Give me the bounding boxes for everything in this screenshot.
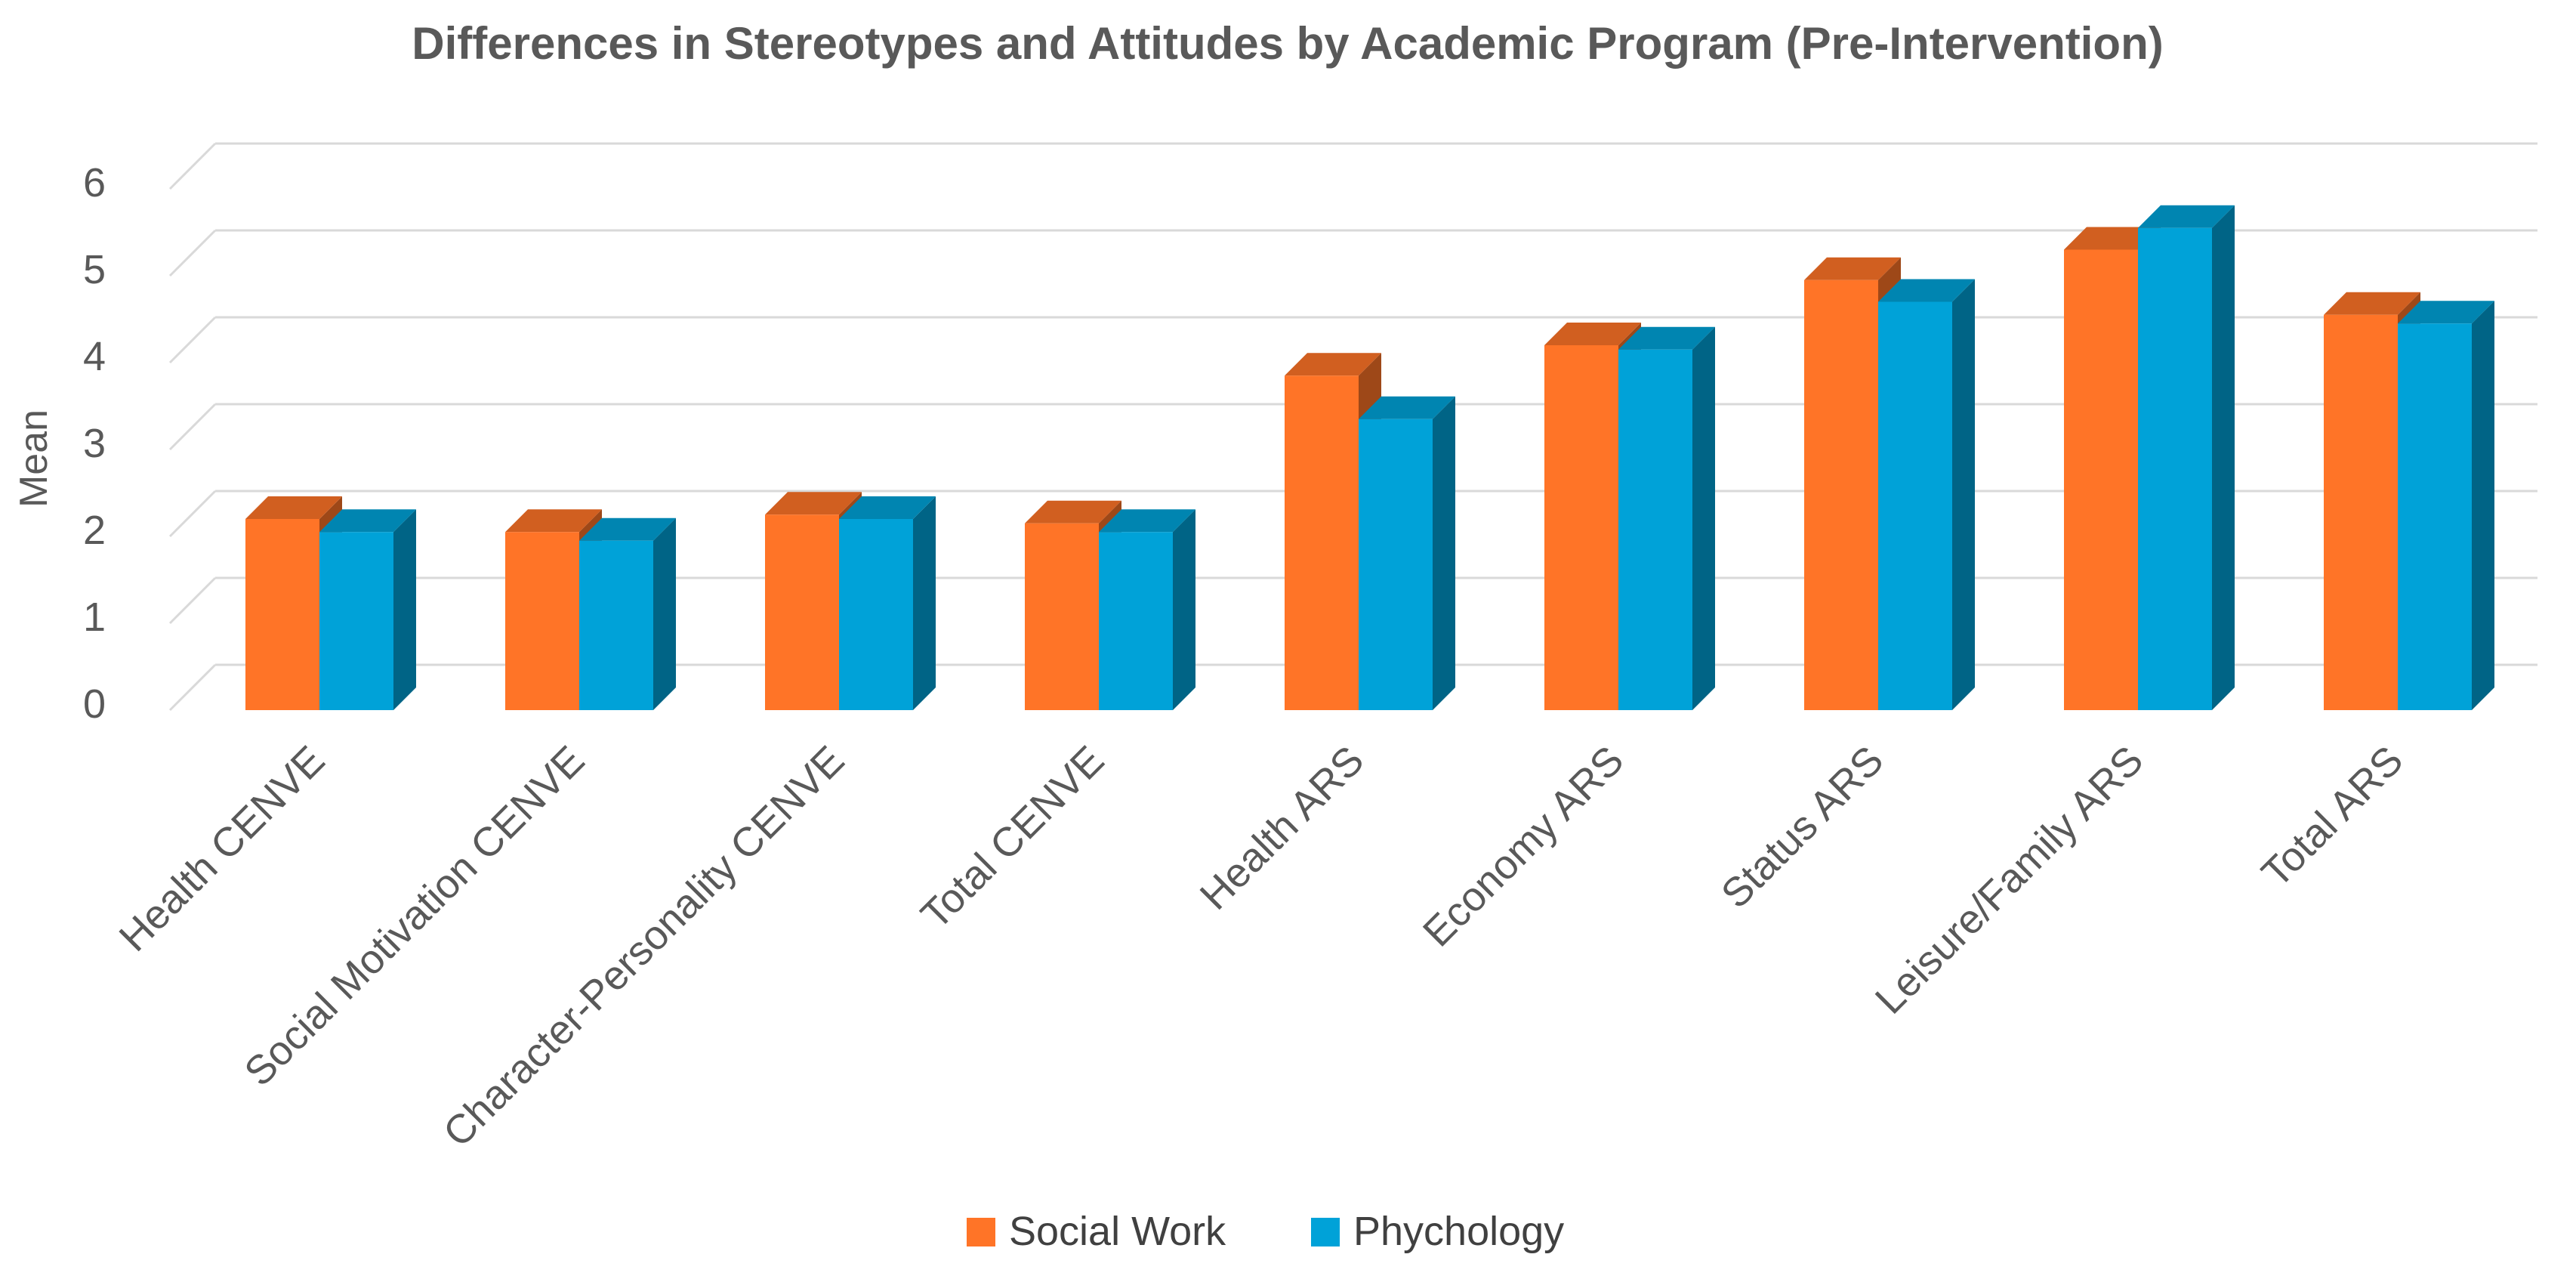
bar-top [579, 517, 676, 541]
bar-front [1099, 532, 1173, 710]
gridline-diagonal [168, 229, 217, 277]
y-tick-label: 4 [83, 334, 106, 379]
y-tick-label: 6 [83, 160, 106, 205]
bar-front [1025, 523, 1099, 710]
legend-label-social-work: Social Work [1009, 1209, 1226, 1254]
bar-side [1952, 279, 1975, 710]
bar-front [1618, 349, 1692, 710]
legend-label-psychology: Phychology [1353, 1209, 1564, 1254]
bar-front [1285, 375, 1359, 710]
bar-top [1285, 353, 1381, 376]
legend[interactable]: Social Work Phychology [967, 1209, 1564, 1254]
bar-top [505, 509, 602, 533]
bar-side [653, 517, 676, 710]
bar-top [1878, 279, 1975, 302]
bar-front [1804, 280, 1878, 710]
bar [319, 509, 416, 710]
bar-front [2138, 227, 2212, 710]
y-tick-label: 5 [83, 247, 106, 292]
bars [245, 205, 2494, 710]
bar-top [1099, 509, 1195, 533]
x-category-label: Health CENVE [111, 737, 334, 960]
bar [1878, 279, 1975, 710]
gridline-diagonal [168, 142, 217, 190]
gridline-diagonal [168, 403, 217, 451]
y-tick-label: 0 [83, 681, 106, 727]
bar [2138, 205, 2235, 710]
bar-front [839, 519, 913, 710]
y-tick-label: 1 [83, 595, 106, 640]
bar-top [2398, 301, 2494, 324]
bar-side [1173, 509, 1195, 710]
bar-front [2064, 249, 2138, 710]
gridline-diagonal [168, 316, 217, 364]
bar [2398, 301, 2494, 710]
bar-top [245, 496, 342, 519]
gridline-diagonal [168, 663, 217, 712]
bar-side [913, 496, 936, 710]
bar-front [765, 514, 839, 710]
bar-top [1618, 326, 1715, 350]
x-category-label: Total CENVE [912, 737, 1112, 938]
bar-front [2324, 314, 2398, 710]
bar-top [1359, 396, 1455, 419]
bar-front [319, 532, 393, 710]
bar-top [2138, 205, 2235, 228]
bar [1359, 396, 1455, 710]
bar-top [1544, 323, 1641, 345]
bar-top [839, 496, 936, 519]
y-tick-label: 3 [83, 421, 106, 466]
bar-side [1433, 396, 1455, 710]
y-axis-label: Mean [12, 409, 56, 508]
bar-top [1025, 500, 1121, 524]
bar-front [505, 532, 579, 710]
x-category-label: Status ARS [1713, 737, 1893, 917]
gridline-diagonal [168, 490, 217, 538]
x-category-label: Health ARS [1192, 737, 1373, 919]
y-tick-label: 2 [83, 508, 106, 553]
bar-top [2064, 227, 2161, 250]
bar-front [579, 540, 653, 710]
bar-front [1544, 345, 1618, 710]
bar [579, 517, 676, 710]
bar-top [1804, 257, 1901, 280]
legend-swatch-psychology [1311, 1218, 1340, 1246]
x-category-label: Leisure/Family ARS [1867, 737, 2152, 1023]
bar [839, 496, 936, 710]
bar-top [319, 509, 416, 533]
x-category-label: Economy ARS [1414, 737, 1633, 956]
bar-front [2398, 323, 2472, 710]
bar-side [393, 509, 416, 710]
bar-side [2472, 301, 2494, 710]
bar-front [1878, 301, 1952, 710]
gridline-diagonal [168, 576, 217, 625]
bar-side [2212, 205, 2235, 710]
legend-swatch-social-work [967, 1218, 995, 1246]
bar-top [2324, 292, 2420, 315]
bar [1099, 509, 1195, 710]
bar [1618, 326, 1715, 710]
bar-side [1692, 326, 1715, 710]
y-axis-ticks: 0 1 2 3 4 5 6 [83, 160, 106, 727]
bar-top [765, 492, 862, 515]
chart-title: Differences in Stereotypes and Attitudes… [412, 18, 2163, 69]
bar-front [1359, 419, 1433, 710]
x-category-label: Total ARS [2253, 737, 2411, 896]
bar-front [245, 519, 319, 710]
